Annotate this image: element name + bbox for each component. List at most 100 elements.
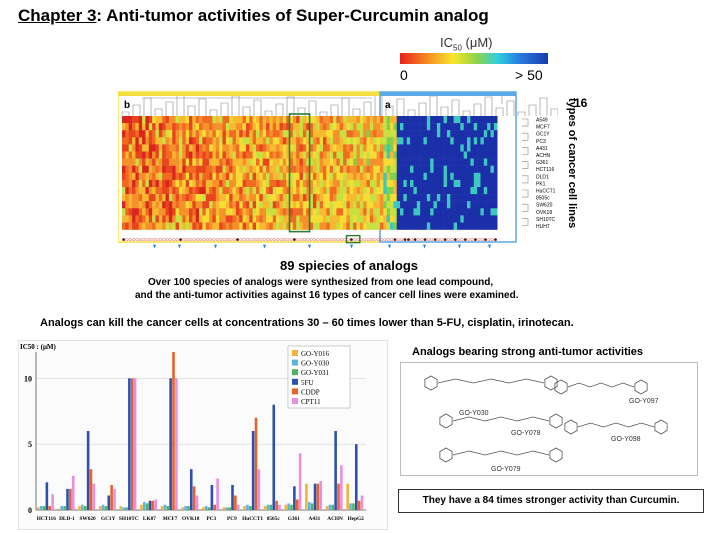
heatmap-cell [292, 151, 297, 159]
heatmap-cell [252, 123, 257, 131]
heatmap-cell [286, 179, 290, 188]
heatmap-cell [312, 172, 317, 181]
heatmap-cell [373, 201, 377, 209]
heatmap-cell [339, 215, 344, 223]
heatmap-cell [162, 116, 166, 124]
heatmap-cell [252, 144, 257, 152]
heatmap-cell [222, 144, 227, 152]
heatmap-cell [219, 208, 223, 216]
heatmap-cell [212, 208, 217, 216]
heatmap-cell [178, 215, 183, 223]
heatmap-cell [319, 222, 324, 230]
heatmap-cell [269, 222, 274, 230]
heatmap-cell [162, 137, 166, 145]
heatmap-cell [470, 222, 475, 230]
heatmap-cell [343, 151, 347, 159]
heatmap-cell [363, 215, 367, 223]
heatmap-cell [219, 179, 223, 188]
heatmap-cell [256, 123, 260, 131]
heatmap-cell [363, 158, 367, 166]
bar [69, 488, 72, 510]
heatmap-cell [390, 201, 394, 209]
heatmap-cell [413, 130, 418, 138]
heatmap-cell [276, 215, 280, 223]
heatmap-cell [259, 201, 263, 209]
heatmap-cell [450, 215, 454, 223]
heatmap-cell [215, 144, 220, 152]
heatmap-cell [473, 123, 478, 131]
bar [184, 506, 187, 510]
heatmap-cell [158, 201, 163, 209]
heatmap-cell [426, 222, 431, 230]
heatmap-cell [276, 187, 280, 195]
heatmap-cell [272, 144, 277, 152]
heatmap-cell [410, 144, 414, 152]
analog-marker [296, 238, 300, 242]
heatmap-cell [215, 158, 220, 166]
heatmap-cell [483, 194, 488, 202]
heatmap-cell [205, 158, 210, 166]
heatmap-cell [467, 151, 471, 159]
heatmap-cell [138, 222, 143, 230]
heatmap-cell [235, 187, 240, 195]
heatmap-cell [266, 144, 270, 152]
heatmap-cell [276, 130, 280, 138]
row-label: OVK18 [536, 210, 552, 216]
heatmap-cell [339, 172, 344, 181]
heatmap-cell [212, 222, 217, 230]
heatmap-cell [138, 165, 143, 173]
heatmap-cell [239, 208, 243, 216]
heatmap-cell [477, 158, 481, 166]
heatmap-cell [212, 130, 217, 138]
heatmap-cell [420, 158, 424, 166]
heatmap-cell [440, 208, 444, 216]
analog-marker [286, 238, 290, 242]
heatmap-cell [446, 130, 451, 138]
cell-lines-axis-label: types of cancer cell lines [560, 98, 584, 268]
heatmap-cell [470, 137, 475, 145]
heatmap-cell [205, 208, 210, 216]
heatmap-cell [460, 179, 464, 188]
heatmap-cell [232, 123, 237, 131]
heatmap-cell [202, 215, 207, 223]
heatmap-cell [299, 123, 304, 131]
heatmap-cell [336, 158, 341, 166]
heatmap-cell [269, 187, 274, 195]
heatmap-cell [245, 179, 250, 188]
heatmap-cell [225, 144, 230, 152]
heatmap-cell [302, 137, 307, 145]
heatmap-cell [142, 137, 146, 145]
heatmap-cell [359, 208, 364, 216]
heatmap-cell [393, 208, 397, 216]
heatmap-cell [423, 215, 428, 223]
heatmap-cell [155, 172, 160, 181]
heatmap-cell [323, 194, 327, 202]
heatmap-cell [410, 187, 414, 195]
heatmap-cell [172, 194, 176, 202]
heatmap-cell [336, 187, 341, 195]
heatmap-cell [359, 123, 364, 131]
heatmap-cell [252, 158, 257, 166]
heatmap-cell [128, 222, 133, 230]
bar [328, 504, 332, 510]
heatmap-cell [135, 201, 140, 209]
heatmap-cell [312, 187, 317, 195]
heatmap-cell [406, 123, 411, 131]
heatmap-cell [158, 151, 163, 159]
heatmap-cell [410, 194, 414, 202]
potency-statement: Analogs can kill the cancer cells at con… [40, 317, 574, 329]
heatmap-cell [446, 194, 451, 202]
heatmap-cell [393, 215, 397, 223]
heatmap-cell [199, 123, 203, 131]
heatmap-cell [269, 208, 274, 216]
heatmap-cell [209, 144, 213, 152]
dendrogram-branch [132, 104, 141, 116]
heatmap-cell [487, 130, 491, 138]
analog-marker [159, 238, 163, 242]
heatmap-cell [396, 201, 401, 209]
heatmap-cell [282, 137, 287, 145]
heatmap-cell [205, 130, 210, 138]
heatmap-cell [446, 172, 451, 181]
heatmap-cell [299, 187, 304, 195]
heatmap-cell [339, 201, 344, 209]
